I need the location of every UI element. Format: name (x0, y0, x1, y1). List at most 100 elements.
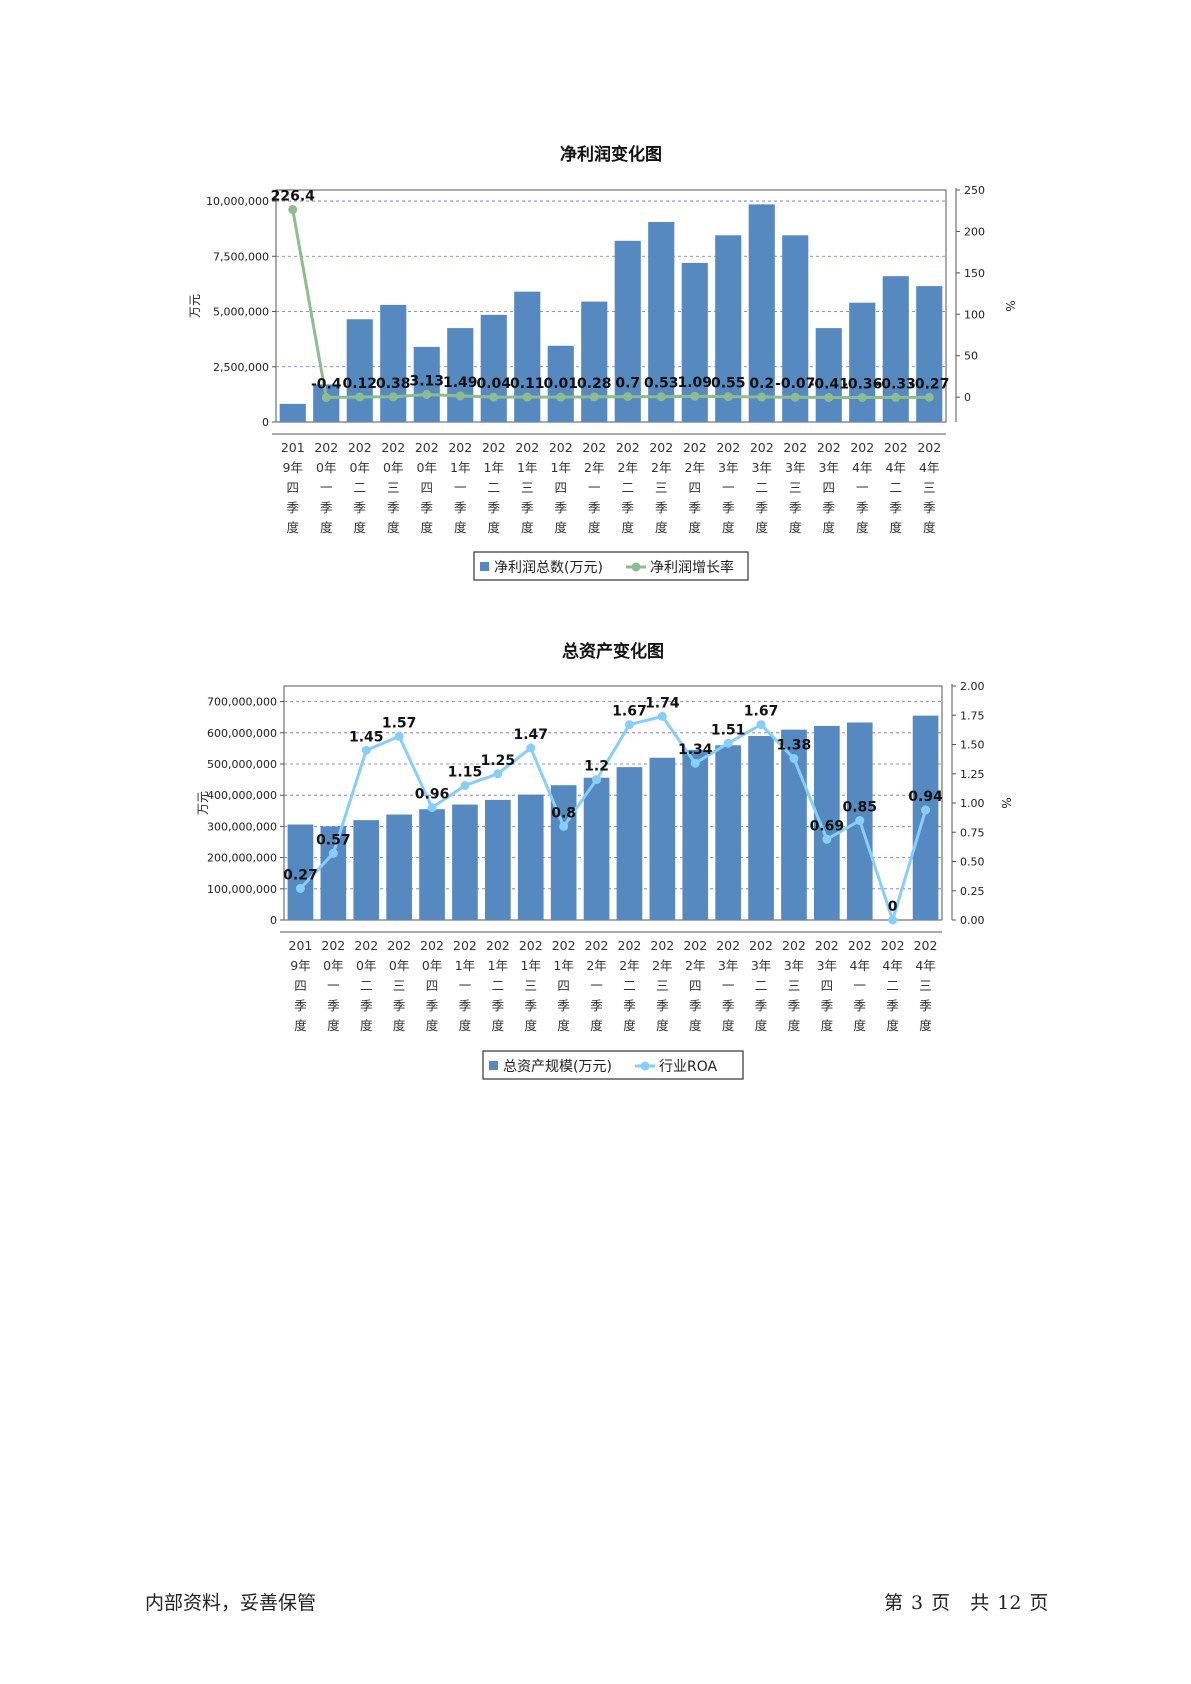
x-tick-label: 度 (789, 520, 802, 535)
line-point (924, 392, 934, 402)
bar (320, 826, 347, 920)
line-point (489, 392, 499, 402)
x-tick-label: 202 (415, 440, 439, 455)
legend-bar-label: 总资产规模(万元) (503, 1059, 612, 1075)
point-data-label: 3.13 (409, 374, 444, 390)
bar (782, 235, 809, 422)
legend-line-marker (640, 1061, 650, 1071)
bar (419, 809, 445, 920)
point-data-label: 1.15 (448, 764, 483, 780)
right-tick-label: 1.50 (960, 739, 985, 752)
x-tick-label: 1年 (450, 460, 470, 475)
x-tick-label: 四 (554, 480, 567, 495)
point-data-label: 1.74 (645, 695, 680, 711)
x-tick-label: 三 (524, 978, 537, 993)
x-tick-label: 度 (487, 520, 500, 535)
x-tick-label: 202 (420, 938, 444, 953)
x-tick-label: 季 (320, 500, 333, 515)
left-tick-label: 0 (262, 416, 269, 429)
left-tick-label: 0 (270, 914, 277, 927)
x-tick-label: 202 (314, 440, 338, 455)
total-assets-chart: 总资产变化图 0 100,000,000 200,000,000 300,000,000… (0, 630, 1191, 1100)
x-tick-label: 季 (853, 998, 866, 1013)
x-tick-label: 3年 (752, 460, 772, 475)
x-tick-label: 202 (683, 938, 707, 953)
x-tick-label: 1年 (484, 460, 504, 475)
x-tick-label: 二 (621, 480, 634, 495)
x-tick-label: 度 (755, 1018, 768, 1033)
x-tick-label: 202 (552, 938, 576, 953)
x-tick-label: 一 (459, 978, 472, 993)
x-tick-label: 202 (348, 440, 372, 455)
x-tick-label: 一 (856, 480, 869, 495)
x-tick-label: 四 (822, 480, 835, 495)
bar (715, 745, 741, 920)
x-tick-label: 三 (656, 978, 669, 993)
line-point (855, 816, 865, 826)
left-tick-label: 600,000,000 (207, 727, 277, 740)
x-tick-label: 季 (822, 500, 835, 515)
bar (648, 222, 675, 422)
x-tick-label: 季 (387, 500, 400, 515)
bar (614, 240, 641, 422)
line-point (656, 392, 666, 402)
x-tick-label: 202 (582, 440, 606, 455)
x-tick-label: 0年 (350, 460, 370, 475)
line-point (888, 915, 898, 925)
x-tick-label: 1年 (553, 958, 573, 973)
x-tick-label: 度 (688, 520, 701, 535)
bar (583, 777, 610, 920)
x-tick-label: 季 (554, 500, 567, 515)
x-tick-label: 度 (853, 1018, 866, 1033)
legend-bar-swatch (480, 562, 489, 571)
point-data-label: 0.2 (749, 376, 774, 392)
x-tick-label: 三 (789, 480, 802, 495)
x-tick-label: 季 (557, 998, 570, 1013)
x-tick-label: 202 (817, 440, 841, 455)
bar (849, 302, 876, 422)
x-tick-label: 季 (923, 500, 936, 515)
x-tick-label: 3年 (819, 460, 839, 475)
line-point (824, 392, 834, 402)
x-tick-label: 度 (459, 1018, 472, 1033)
point-data-label: 0.27 (283, 867, 318, 883)
point-data-label: -0.41 (809, 376, 849, 392)
left-tick-label: 2,500,000 (213, 361, 269, 374)
line-point (756, 720, 766, 730)
point-data-label: 0.8 (551, 805, 576, 821)
x-tick-label: 季 (588, 500, 601, 515)
x-tick-label: 二 (487, 480, 500, 495)
chart-title: 总资产变化图 (562, 641, 664, 662)
x-tick-label: 四 (420, 480, 433, 495)
point-data-label: 1.25 (481, 753, 516, 769)
point-data-label: 1.51 (711, 722, 746, 738)
x-tick-label: 4年 (919, 460, 939, 475)
point-data-label: 0.55 (711, 376, 746, 392)
x-tick-label: 一 (588, 480, 601, 495)
right-tick-label: 200 (964, 225, 985, 238)
bar (380, 304, 407, 422)
x-tick-label: 202 (848, 938, 872, 953)
point-data-label: 0.85 (842, 800, 877, 816)
x-tick-label: 一 (590, 978, 603, 993)
x-tick-label: 202 (515, 440, 539, 455)
right-tick-label: 0.75 (960, 826, 985, 839)
right-tick-label: 0 (964, 391, 971, 404)
x-tick-label: 度 (590, 1018, 603, 1033)
x-tick-label: 度 (621, 520, 634, 535)
net-profit-chart-svg: 净利润变化图 0 2,500,000 5,000,000 7,500,000 10,000… (188, 144, 1017, 581)
x-tick-label: 季 (889, 500, 902, 515)
right-tick-label: 150 (964, 267, 985, 280)
line-point (328, 848, 338, 858)
point-data-label: 0.04 (476, 376, 511, 392)
x-tick-label: 度 (856, 520, 869, 535)
x-tick-label: 2年 (619, 958, 639, 973)
x-tick-label: 度 (821, 1018, 834, 1033)
x-tick-label: 4年 (850, 958, 870, 973)
x-tick-label: 度 (286, 520, 299, 535)
x-tick-label: 四 (688, 480, 701, 495)
point-data-label: -0.36 (842, 376, 882, 392)
point-data-label: 1.2 (584, 759, 609, 775)
x-tick-label: 9年 (283, 460, 303, 475)
x-tick-label: 季 (492, 998, 505, 1013)
